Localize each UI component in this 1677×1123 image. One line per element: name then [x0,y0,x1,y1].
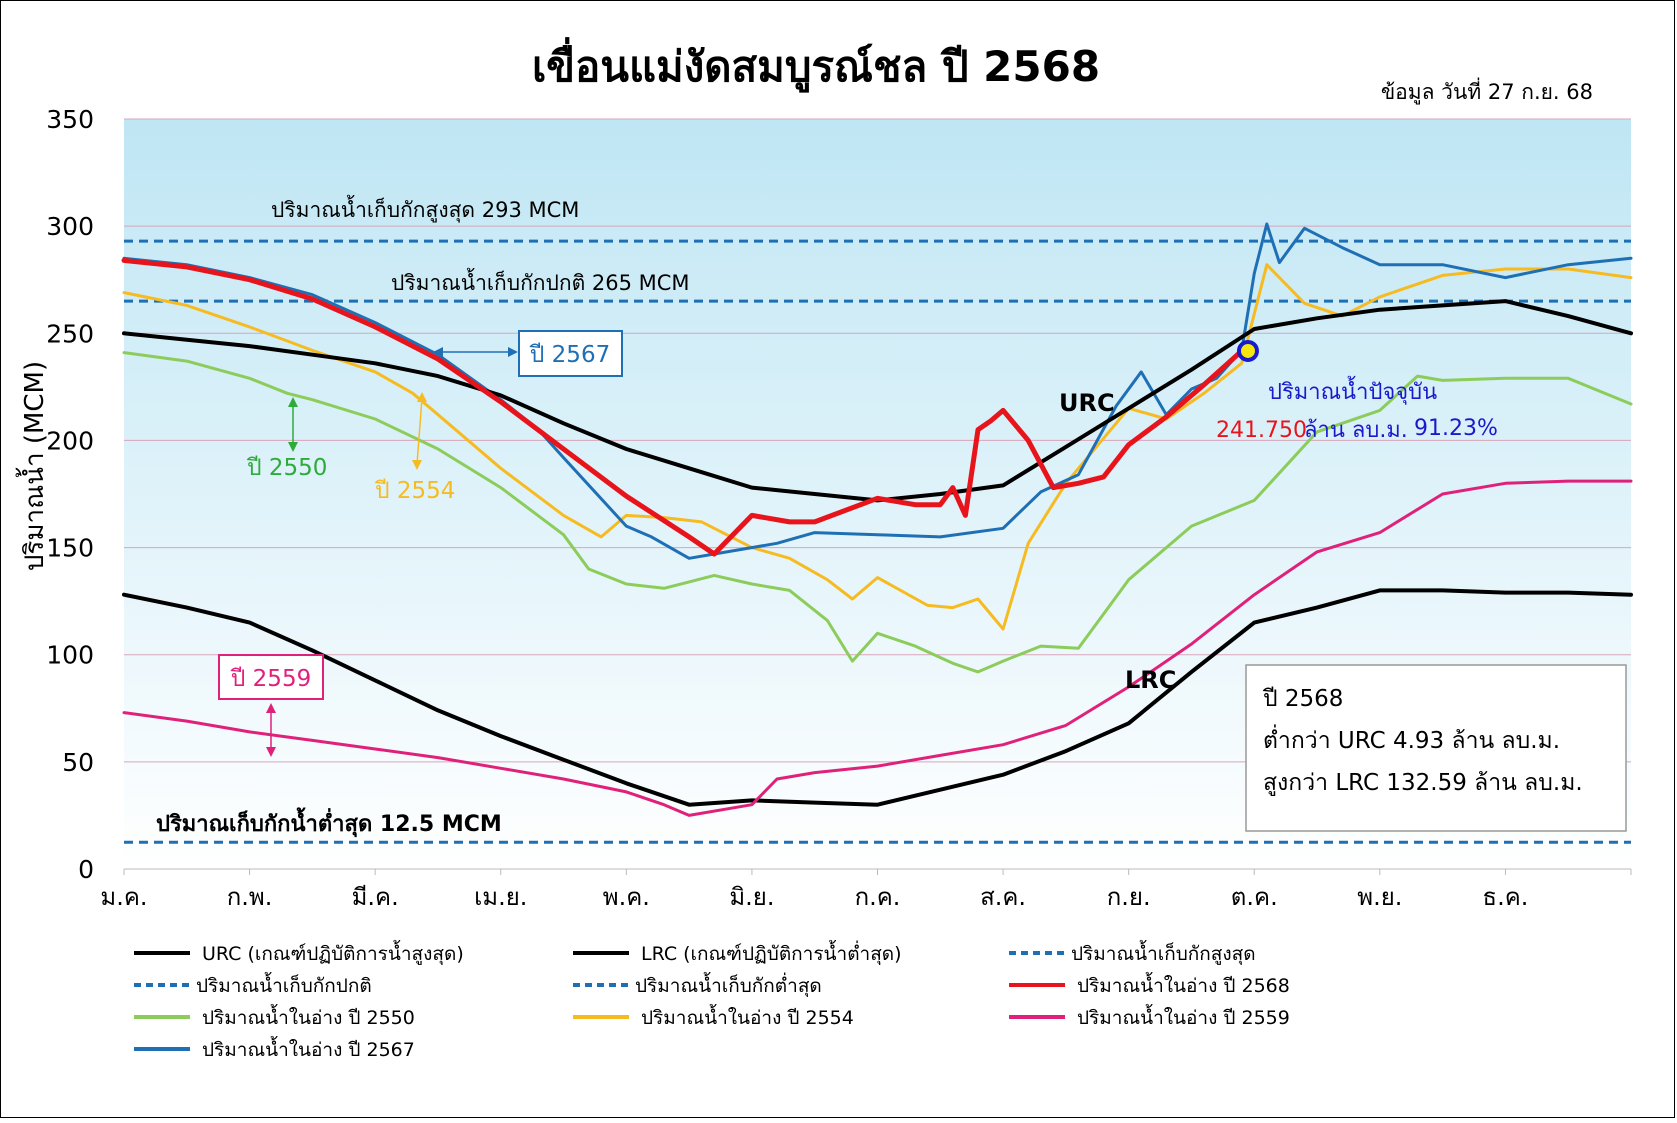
x-tick-label: ก.พ. [227,883,273,911]
arrow-2554 [416,397,423,465]
legend: URC (เกณฑ์ปฏิบัติการน้ำสูงสุด) LRC (เกณฑ์… [134,940,1290,1061]
x-tick-label: ก.ย. [1107,883,1151,911]
legend-label: URC (เกณฑ์ปฏิบัติการน้ำสูงสุด) [202,940,464,966]
legend-label: ปริมาณน้ำเก็บกักต่ำสุด [635,972,822,998]
info-box [1245,664,1627,832]
series-label-2567: ปี 2567 [529,342,610,368]
current-value-text: 241.750 [1216,418,1307,443]
current-unit-text: ล้าน ลบ.ม. [1304,418,1408,443]
urc-label: URC [1059,389,1115,417]
arrow-head [266,703,276,713]
series-label-2554: ปี 2554 [374,478,455,504]
info-box-line: ปี 2568 [1262,686,1343,712]
x-tick-label: มิ.ย. [729,883,774,911]
x-tick-label: พ.ค. [603,883,650,911]
legend-label: ปริมาณน้ำในอ่าง ปี 2554 [641,1004,854,1029]
legend-label: LRC (เกณฑ์ปฏิบัติการน้ำต่ำสุด) [641,940,902,966]
y-tick-label: 250 [46,319,94,348]
legend-label: ปริมาณน้ำเก็บกักปกติ [196,972,372,997]
y-tick-label: 0 [78,855,94,884]
legend-label: ปริมาณน้ำในอ่าง ปี 2568 [1077,972,1290,997]
arrow-head [433,347,443,357]
chart-subtitle: ข้อมูล วันที่ 27 ก.ย. 68 [1381,77,1593,105]
series-line-y2568 [121,257,1245,557]
x-tick-label: ส.ค. [980,883,1026,911]
arrow-head [417,392,427,402]
x-tick-label: ต.ค. [1231,883,1278,911]
info-box-line: ต่ำกว่า URC 4.93 ล้าน ลบ.ม. [1263,724,1560,754]
x-tick-label: ก.ค. [855,883,901,911]
x-tick-label: พ.ย. [1357,883,1402,911]
y-tick-label: 300 [46,212,94,241]
info-box-line: สูงกว่า LRC 132.59 ล้าน ลบ.ม. [1263,770,1583,796]
legend-label: ปริมาณน้ำเก็บกักสูงสุด [1071,940,1256,966]
y-tick-label: 50 [62,748,94,777]
x-tick-label: มี.ค. [352,883,399,911]
arrow-head [266,747,276,757]
series-line-y2554 [122,263,1633,631]
series-label-2559: ปี 2559 [230,666,311,692]
chart-title: เขื่อนแม่งัดสมบูรณ์ชล ปี 2568 [532,37,1100,93]
series-label-2550: ปี 2550 [246,455,327,481]
current-percent-text: 91.23% [1414,416,1498,441]
arrow-head [412,460,422,470]
reference-label-max: ปริมาณน้ำเก็บกักสูงสุด 293 MCM [271,195,579,223]
y-tick-label: 150 [46,534,94,563]
label-box-2567 [518,330,623,377]
series-line-lrc [122,588,1633,807]
series-line-y2559 [122,479,1633,817]
legend-label: ปริมาณน้ำในอ่าง ปี 2559 [1077,1004,1290,1029]
current-value-marker [1236,339,1259,362]
reference-label-min: ปริมาณเก็บกักน้ำต่ำสุด 12.5 MCM [156,807,502,838]
current-caption: ปริมาณน้ำปัจจุบัน [1268,376,1437,405]
arrow-head [288,442,298,452]
reference-label-normal: ปริมาณน้ำเก็บกักปกติ 265 MCM [391,268,690,295]
arrow-head [288,397,298,407]
y-axis-label: ปริมาณน้ำ (MCM) [15,361,50,571]
y-tick-label: 100 [46,641,94,670]
y-tick-label: 200 [46,426,94,455]
y-tick-label: 350 [46,105,94,134]
series-line-y2550 [122,351,1633,674]
legend-label: ปริมาณน้ำในอ่าง ปี 2567 [202,1036,415,1061]
arrow-head [508,347,518,357]
label-box-2559 [218,654,324,700]
lrc-label: LRC [1125,666,1176,694]
legend-label: ปริมาณน้ำในอ่าง ปี 2550 [202,1004,415,1029]
x-tick-label: ม.ค. [100,883,147,911]
x-tick-label: ธ.ค. [1482,883,1528,911]
x-tick-label: เม.ย. [474,883,527,911]
